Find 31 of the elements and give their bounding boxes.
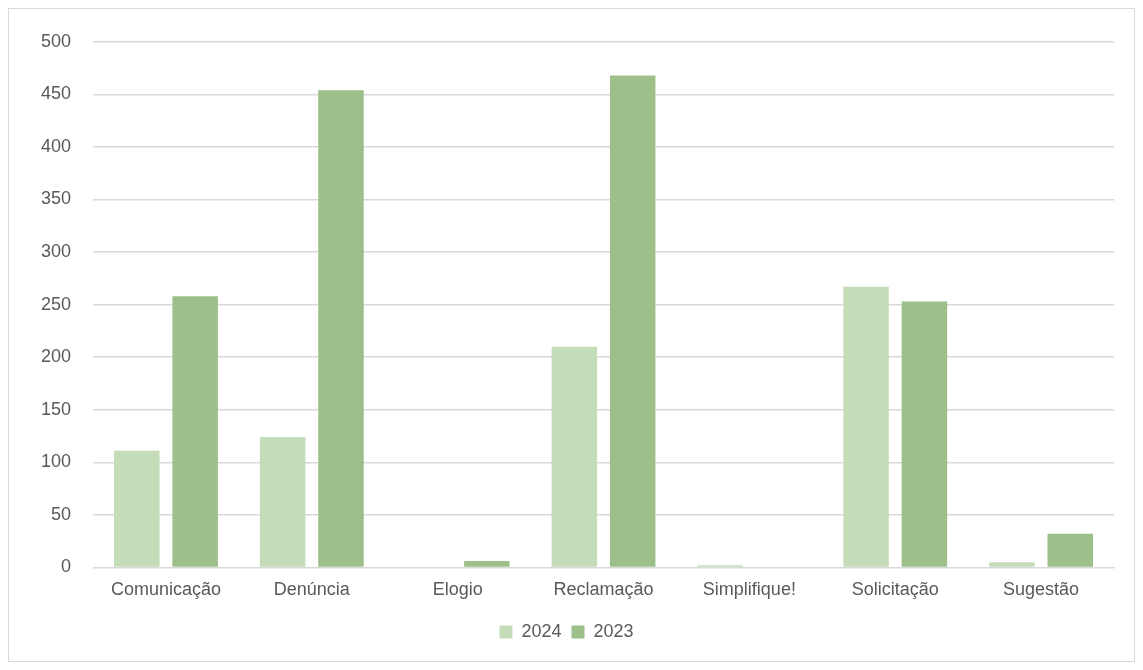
y-tick-label: 150 bbox=[40, 398, 72, 419]
x-tick-label: Solicitação bbox=[851, 579, 939, 600]
bar bbox=[318, 90, 364, 567]
bar bbox=[1047, 533, 1093, 567]
x-tick-label: Comunicação bbox=[110, 579, 221, 600]
x-tick-label: Denúncia bbox=[273, 579, 351, 600]
y-tick-label: 400 bbox=[40, 135, 72, 156]
y-tick-label: 350 bbox=[40, 188, 72, 209]
x-tick-label: Simplifique! bbox=[702, 579, 796, 600]
x-tick-label: Elogio bbox=[432, 579, 483, 600]
legend-label: 2023 bbox=[593, 620, 634, 641]
y-tick-label: 200 bbox=[40, 346, 72, 367]
x-tick-label: Sugestão bbox=[1003, 579, 1080, 600]
bar bbox=[172, 296, 218, 567]
y-tick-label: 500 bbox=[40, 30, 72, 51]
bar bbox=[843, 286, 889, 567]
legend-label: 2024 bbox=[521, 620, 562, 641]
y-tick-label: 450 bbox=[40, 83, 72, 104]
y-tick-label: 300 bbox=[40, 241, 72, 262]
y-tick-label: 50 bbox=[51, 503, 72, 524]
y-tick-label: 250 bbox=[40, 293, 72, 314]
bar bbox=[551, 346, 598, 567]
x-tick-label: Reclamação bbox=[553, 579, 654, 600]
bar bbox=[989, 562, 1035, 567]
y-tick-label: 100 bbox=[40, 451, 72, 472]
y-tick-label: 0 bbox=[61, 556, 72, 577]
bar bbox=[464, 561, 510, 567]
bar bbox=[114, 450, 160, 567]
bar bbox=[259, 437, 306, 567]
bar bbox=[609, 75, 656, 567]
bar bbox=[901, 301, 948, 567]
